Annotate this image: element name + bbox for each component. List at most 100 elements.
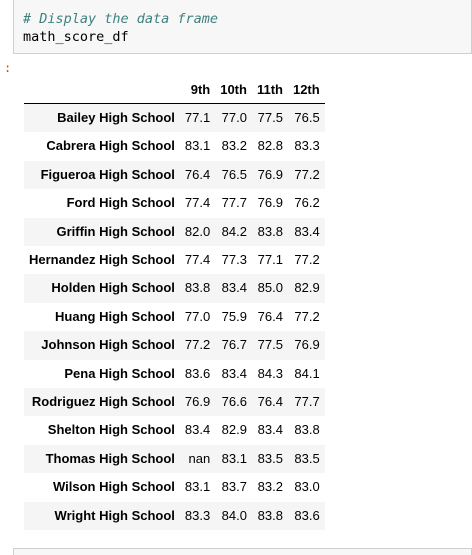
table-cell: 83.5 (294, 450, 320, 466)
table-cell: 76.5 (294, 110, 320, 125)
table-cell: 83.5 (257, 450, 283, 466)
table-row: Cabrera High School 83.1 83.2 82.8 83.3 (24, 132, 325, 160)
table-cell: 77.7 (294, 394, 320, 410)
table-cell: 83.2 (221, 138, 247, 154)
table-cell: 84.0 (221, 507, 247, 523)
table-cell: 82.9 (294, 280, 320, 296)
table-cell: 76.9 (257, 195, 283, 211)
table-cell: 77.4 (184, 252, 211, 268)
table-cell: 77.5 (257, 110, 283, 125)
code-comment: # Display the data frame (23, 11, 219, 27)
table-cell: 77.2 (294, 166, 320, 182)
row-index-label: Figueroa High School (40, 166, 175, 182)
table-cell: 85.0 (257, 280, 283, 296)
table-cell: 83.6 (184, 365, 211, 381)
table-cell: 82.8 (257, 138, 283, 154)
table-cell: 83.4 (221, 280, 247, 296)
table-cell: 76.6 (221, 394, 247, 410)
table-cell: 83.4 (221, 365, 247, 381)
table-cell: 84.2 (221, 223, 247, 239)
row-index-label: Thomas High School (45, 450, 175, 466)
table-row: Shelton High School 83.4 82.9 83.4 83.8 (24, 416, 325, 444)
table-cell: 83.3 (184, 507, 211, 523)
row-index-label: Hernandez High School (29, 252, 175, 268)
table-cell: 77.1 (257, 252, 283, 268)
row-index-label: Wright High School (54, 507, 175, 523)
column-header: 9th (179, 76, 216, 104)
table-cell: 83.1 (184, 138, 211, 154)
table-cell: 83.6 (294, 507, 320, 523)
table-cell: 82.9 (221, 422, 247, 438)
row-index-label: Bailey High School (57, 110, 175, 125)
table-row: Ford High School 77.4 77.7 76.9 76.2 (24, 189, 325, 217)
table-cell: 83.1 (221, 450, 247, 466)
row-index-label: Cabrera High School (46, 138, 175, 154)
table-row: Thomas High School nan 83.1 83.5 83.5 (24, 444, 325, 474)
table-cell: 83.8 (257, 223, 283, 239)
table-cell: 83.2 (257, 479, 283, 495)
table-cell: 76.9 (184, 394, 211, 410)
table-cell: 76.4 (257, 394, 283, 410)
row-index-label: Wilson High School (52, 479, 175, 495)
table-cell: 76.9 (294, 337, 320, 353)
table-cell: 77.1 (184, 110, 211, 125)
dataframe-table: 9th 10th 11th 12th Bailey High School 77.1 77… (24, 76, 325, 531)
table-cell: 76.4 (184, 166, 211, 182)
table-cell: 76.5 (221, 166, 247, 182)
table-row: Rodriguez High School 76.9 76.6 76.4 77.7 (24, 388, 325, 417)
table-cell: 77.7 (221, 195, 247, 211)
table-cell: 77.2 (184, 337, 211, 353)
table-cell: 83.1 (184, 479, 211, 495)
table-cell: 77.3 (221, 252, 247, 268)
row-index-label: Griffin High School (56, 223, 175, 239)
table-row: Pena High School 83.6 83.4 84.3 84.1 (24, 360, 325, 388)
table-cell: 84.1 (294, 365, 320, 381)
table-row: Wilson High School 83.1 83.7 83.2 83.0 (24, 473, 325, 501)
table-cell: 77.0 (221, 110, 247, 125)
column-header: 11th (251, 76, 288, 104)
table-cell: 83.8 (184, 280, 211, 296)
table-cell: 83.8 (257, 507, 283, 523)
table-header-row: 9th 10th 11th 12th (24, 76, 325, 104)
table-row: Bailey High School 77.1 77.0 77.5 76.5 (24, 103, 325, 133)
table-row: Wright High School 83.3 84.0 83.8 83.6 (24, 501, 325, 531)
table-cell: 77.5 (257, 337, 283, 353)
row-index-label: Shelton High School (47, 422, 175, 438)
table-row: Johnson High School 77.2 76.7 77.5 76.9 (24, 331, 325, 360)
row-index-label: Pena High School (64, 365, 175, 381)
table-cell: 77.2 (294, 308, 320, 324)
code-expression: math_score_df (23, 29, 129, 45)
table-cell: 83.7 (221, 479, 247, 495)
table-cell: 82.0 (184, 223, 211, 239)
table-cell: 83.4 (257, 422, 283, 438)
table-cell: 76.9 (257, 166, 283, 182)
output-area: 9th 10th 11th 12th Bailey High School 77.1 77… (24, 76, 325, 531)
index-header (24, 76, 180, 104)
table-cell: 83.0 (294, 479, 320, 495)
table-cell: 76.7 (221, 337, 247, 353)
table-row: Griffin High School 82.0 84.2 83.8 83.4 (24, 217, 325, 247)
table-cell: 83.4 (294, 223, 320, 239)
row-index-label: Holden High School (51, 280, 175, 296)
table-cell: nan (188, 450, 211, 466)
column-header: 12th (287, 76, 325, 104)
table-cell: 76.2 (294, 195, 320, 211)
table-body: Bailey High School 77.1 77.0 77.5 76.5 Cabrer… (24, 103, 325, 531)
table-cell: 77.2 (294, 252, 320, 268)
table-cell: 77.4 (184, 195, 211, 211)
table-row: Holden High School 83.8 83.4 85.0 82.9 (24, 274, 325, 303)
table-row: Huang High School 77.0 75.9 76.4 77.2 (24, 303, 325, 331)
row-index-label: Ford High School (66, 195, 175, 211)
output-prompt: : (4, 61, 12, 75)
table-cell: 75.9 (221, 308, 247, 324)
table-cell: 83.4 (184, 422, 211, 438)
table-row: Hernandez High School 77.4 77.3 77.1 77.2 (24, 246, 325, 274)
code-cell[interactable]: # Display the data frame math_score_df (13, 0, 472, 54)
table-cell: 77.0 (184, 308, 211, 324)
row-index-label: Huang High School (55, 308, 175, 324)
table-cell: 76.4 (257, 308, 283, 324)
next-code-cell[interactable] (13, 548, 472, 555)
table-cell: 83.3 (294, 138, 320, 154)
column-header: 10th (215, 76, 252, 104)
